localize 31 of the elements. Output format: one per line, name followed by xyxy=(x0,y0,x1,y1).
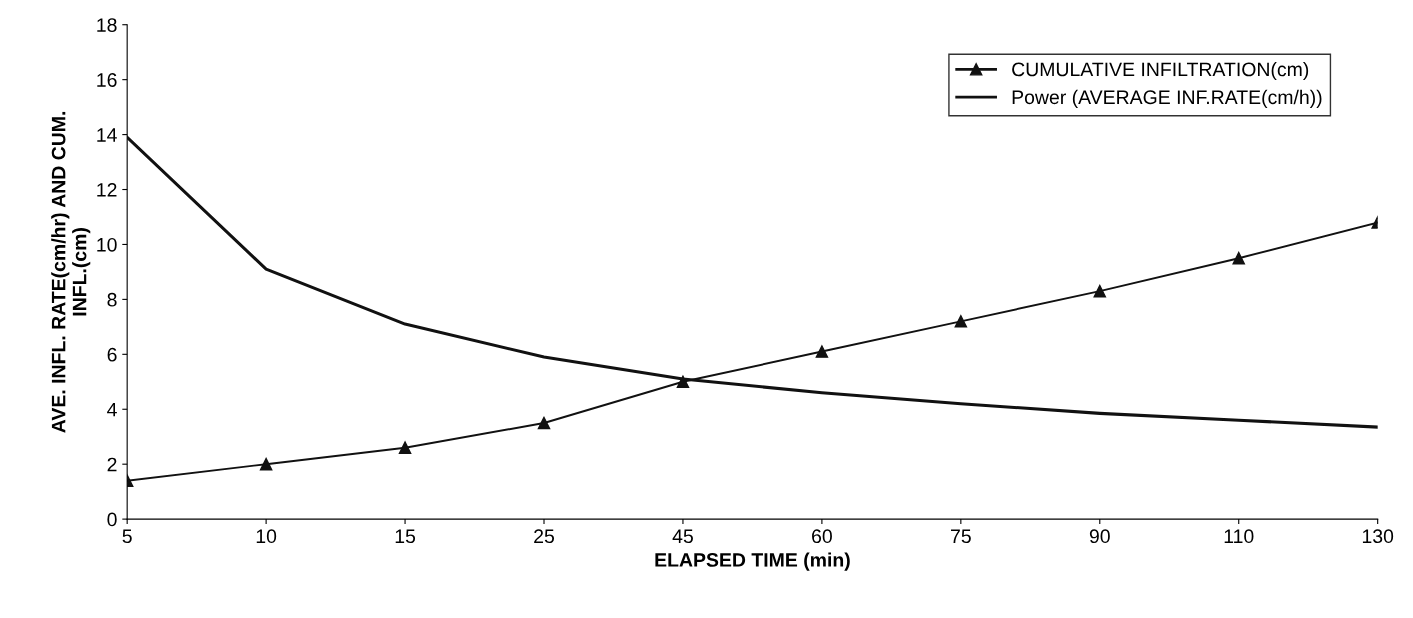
x-tick-label: 5 xyxy=(122,529,132,544)
x-axis-title: ELAPSED TIME (min) xyxy=(655,552,850,571)
y-tick-label: 18 xyxy=(97,18,117,32)
point xyxy=(1093,284,1107,298)
legend-label: CUMULATIVE INFILTRATION(cm) xyxy=(1012,62,1309,81)
y-tick-label: 16 xyxy=(97,73,117,87)
x-tick-label: 25 xyxy=(534,529,554,544)
point xyxy=(815,345,829,358)
point xyxy=(398,441,412,454)
y-axis-title: AVE. INFL. RATE(cm/hr) AND CUM. INFL.(cm) xyxy=(51,111,91,433)
x-tick-label: 75 xyxy=(951,529,971,544)
x-tick-label: 15 xyxy=(395,529,416,544)
point xyxy=(1232,251,1245,265)
x-tick-label: 130 xyxy=(1362,529,1394,544)
y-tick-label: 10 xyxy=(97,237,117,252)
y-tick-label: 4 xyxy=(107,402,117,417)
y-tick-label: 2 xyxy=(107,457,117,472)
y-tick-label: 8 xyxy=(107,292,117,307)
point xyxy=(259,457,273,471)
x-tick-label: 10 xyxy=(256,529,277,544)
y-tick-label: 6 xyxy=(107,347,117,362)
y-tick-label: 0 xyxy=(107,512,117,527)
y-tick-label: 14 xyxy=(97,128,117,142)
legend-label: Power (AVERAGE INF.RATE(cm/h)) xyxy=(1012,89,1322,108)
y-tick-label: 12 xyxy=(97,182,117,197)
point xyxy=(537,416,551,430)
x-tick-label: 45 xyxy=(672,529,693,544)
x-tick-label: 110 xyxy=(1224,529,1254,544)
x-tick-label: 90 xyxy=(1089,529,1110,544)
point xyxy=(954,315,968,328)
x-tick-label: 60 xyxy=(812,529,832,544)
